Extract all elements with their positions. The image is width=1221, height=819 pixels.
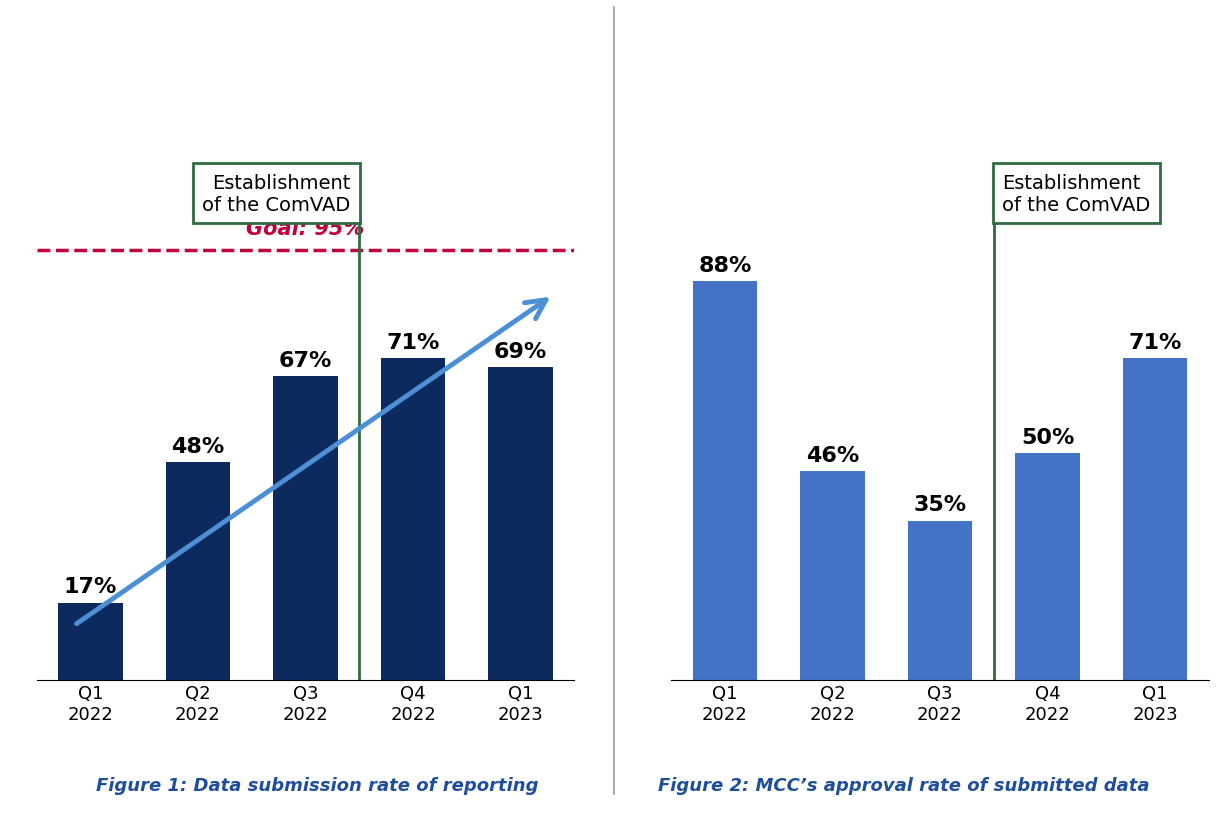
Bar [166, 463, 231, 680]
Text: 69%: 69% [495, 342, 547, 361]
Text: Establishment
of the ComVAD: Establishment of the ComVAD [203, 174, 350, 215]
Text: 71%: 71% [386, 333, 440, 352]
Text: 35%: 35% [913, 495, 967, 515]
Bar [800, 472, 864, 680]
Text: 71%: 71% [1128, 333, 1182, 352]
Text: 67%: 67% [278, 351, 332, 370]
Bar [381, 359, 446, 680]
Bar [488, 368, 553, 680]
Bar [59, 603, 122, 680]
Bar [692, 282, 757, 680]
Text: 88%: 88% [698, 256, 752, 275]
Text: 17%: 17% [63, 577, 117, 596]
Bar [1123, 359, 1187, 680]
Text: Establishment
of the ComVAD: Establishment of the ComVAD [1002, 174, 1150, 215]
Text: Figure 1: Data submission rate of reporting: Figure 1: Data submission rate of report… [96, 776, 538, 794]
Text: 46%: 46% [806, 446, 860, 465]
Text: Goal: 95%: Goal: 95% [247, 219, 365, 239]
Text: 50%: 50% [1021, 427, 1074, 447]
Bar [274, 377, 338, 680]
Bar [1015, 454, 1079, 680]
Bar [907, 522, 972, 680]
Text: Figure 2: MCC’s approval rate of submitted data: Figure 2: MCC’s approval rate of submitt… [658, 776, 1149, 794]
Text: 48%: 48% [171, 437, 225, 456]
